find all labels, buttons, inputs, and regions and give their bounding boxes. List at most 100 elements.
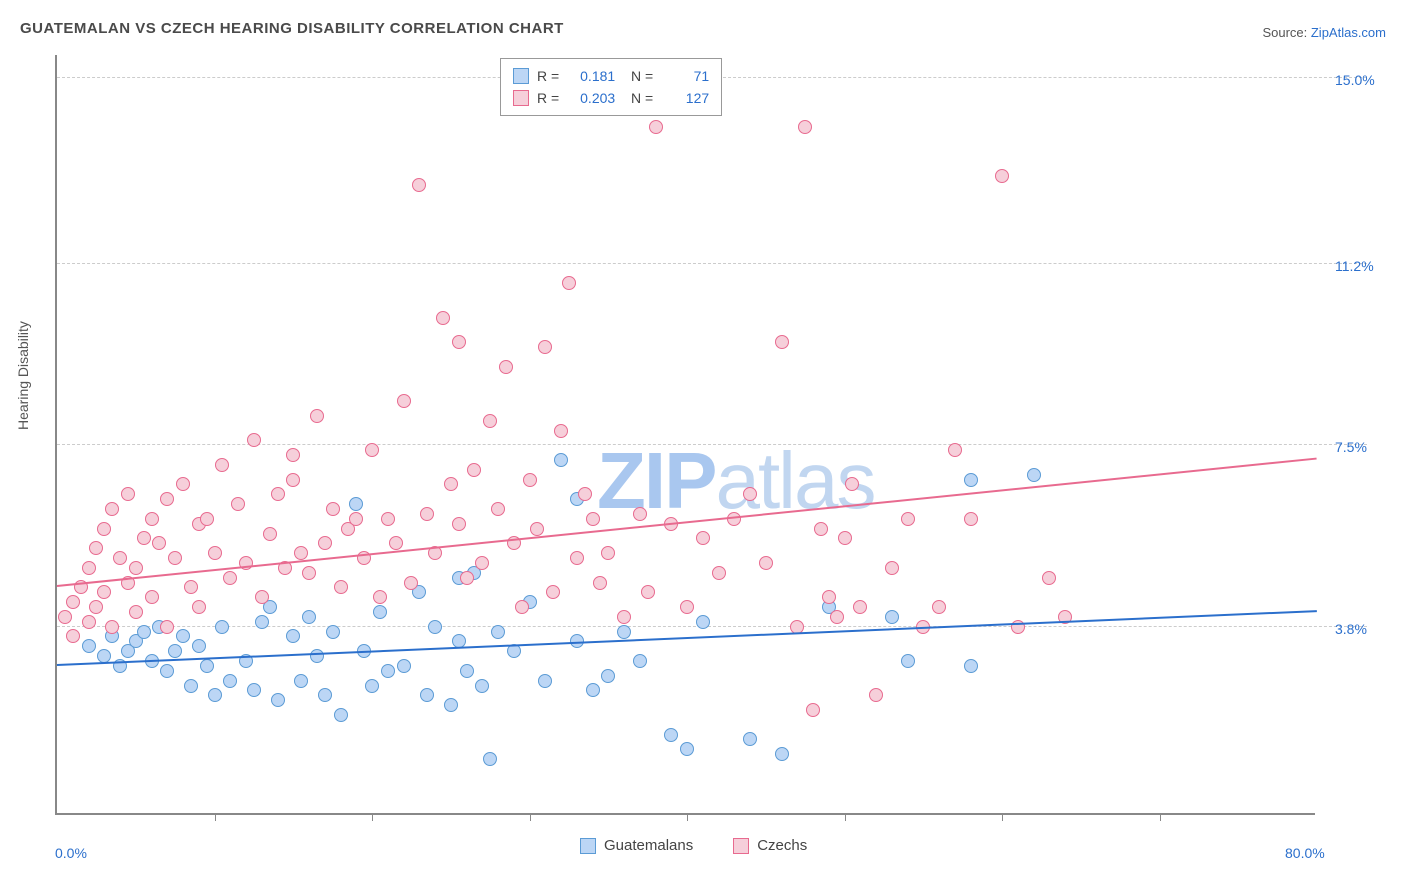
plot-area: ZIPatlas — [55, 55, 1315, 815]
data-point — [901, 512, 915, 526]
legend-swatch — [513, 68, 529, 84]
data-point — [538, 340, 552, 354]
data-point — [215, 620, 229, 634]
data-point — [121, 487, 135, 501]
legend-n-label: N = — [623, 87, 653, 109]
x-tick-label: 80.0% — [1285, 845, 1325, 861]
data-point — [334, 580, 348, 594]
data-point — [263, 527, 277, 541]
data-point — [231, 497, 245, 511]
trend-line — [57, 610, 1317, 666]
data-point — [66, 629, 80, 643]
data-point — [302, 610, 316, 624]
data-point — [349, 512, 363, 526]
chart-title: GUATEMALAN VS CZECH HEARING DISABILITY C… — [20, 20, 564, 37]
data-point — [491, 502, 505, 516]
data-point — [137, 531, 151, 545]
y-tick-label: 15.0% — [1335, 72, 1375, 88]
data-point — [97, 585, 111, 599]
data-point — [113, 551, 127, 565]
data-point — [491, 625, 505, 639]
data-point — [176, 629, 190, 643]
source-attribution: Source: ZipAtlas.com — [1262, 25, 1386, 40]
data-point — [97, 522, 111, 536]
watermark-bold: ZIP — [597, 436, 715, 525]
data-point — [696, 615, 710, 629]
data-point — [775, 335, 789, 349]
data-point — [160, 664, 174, 678]
data-point — [326, 625, 340, 639]
data-point — [373, 605, 387, 619]
data-point — [428, 620, 442, 634]
data-point — [546, 585, 560, 599]
data-point — [294, 546, 308, 560]
data-point — [129, 605, 143, 619]
data-point — [145, 512, 159, 526]
data-point — [444, 698, 458, 712]
data-point — [412, 178, 426, 192]
data-point — [1042, 571, 1056, 585]
data-point — [885, 610, 899, 624]
legend-n-label: N = — [623, 65, 653, 87]
data-point — [208, 546, 222, 560]
legend-series-name: Czechs — [757, 837, 807, 854]
data-point — [66, 595, 80, 609]
x-tick-label: 0.0% — [55, 845, 87, 861]
data-point — [82, 561, 96, 575]
data-point — [554, 453, 568, 467]
legend-swatch — [733, 838, 749, 854]
data-point — [562, 276, 576, 290]
data-point — [184, 679, 198, 693]
data-point — [483, 752, 497, 766]
data-point — [712, 566, 726, 580]
data-point — [680, 742, 694, 756]
x-tick — [215, 813, 216, 821]
data-point — [593, 576, 607, 590]
legend-item: Guatemalans — [580, 837, 693, 854]
data-point — [467, 463, 481, 477]
data-point — [830, 610, 844, 624]
data-point — [137, 625, 151, 639]
data-point — [271, 693, 285, 707]
data-point — [932, 600, 946, 614]
data-point — [176, 477, 190, 491]
legend-swatch — [580, 838, 596, 854]
source-link[interactable]: ZipAtlas.com — [1311, 25, 1386, 40]
data-point — [184, 580, 198, 594]
data-point — [570, 551, 584, 565]
x-tick — [530, 813, 531, 821]
data-point — [381, 664, 395, 678]
legend-r-value: 0.181 — [567, 65, 615, 87]
data-point — [499, 360, 513, 374]
legend-series-name: Guatemalans — [604, 837, 693, 854]
data-point — [89, 541, 103, 555]
data-point — [89, 600, 103, 614]
data-point — [192, 639, 206, 653]
data-point — [310, 409, 324, 423]
data-point — [601, 669, 615, 683]
data-point — [452, 517, 466, 531]
data-point — [838, 531, 852, 545]
series-legend: Guatemalans Czechs — [580, 837, 807, 854]
data-point — [680, 600, 694, 614]
data-point — [82, 615, 96, 629]
data-point — [223, 674, 237, 688]
legend-r-label: R = — [537, 87, 559, 109]
data-point — [475, 679, 489, 693]
x-tick — [372, 813, 373, 821]
data-point — [255, 590, 269, 604]
data-point — [444, 477, 458, 491]
stats-legend-row: R = 0.181 N = 71 — [513, 65, 709, 87]
data-point — [901, 654, 915, 668]
data-point — [948, 443, 962, 457]
data-point — [617, 625, 631, 639]
data-point — [334, 708, 348, 722]
data-point — [208, 688, 222, 702]
source-prefix: Source: — [1262, 25, 1310, 40]
data-point — [586, 683, 600, 697]
data-point — [775, 747, 789, 761]
data-point — [1027, 468, 1041, 482]
data-point — [845, 477, 859, 491]
data-point — [586, 512, 600, 526]
x-tick — [687, 813, 688, 821]
